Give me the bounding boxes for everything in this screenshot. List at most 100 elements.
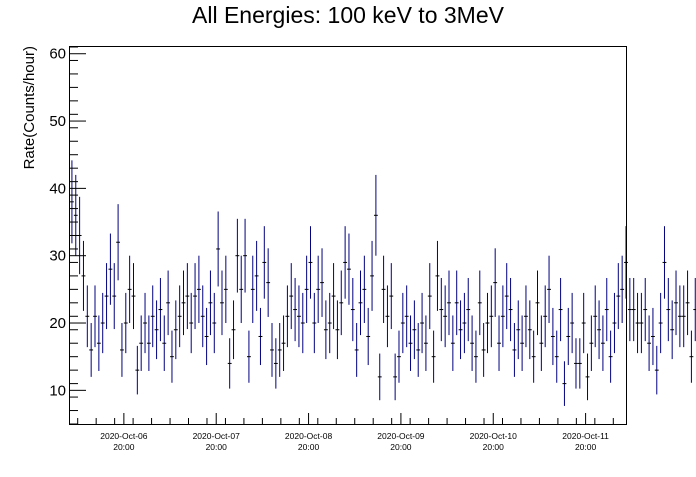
data-point — [96, 315, 101, 371]
data-point — [285, 285, 290, 348]
y-tick-label: 40 — [49, 180, 66, 197]
data-point — [362, 255, 367, 324]
data-point — [208, 270, 213, 336]
data-point — [412, 300, 417, 360]
x-tick-time: 20:00 — [483, 442, 505, 452]
data-point — [70, 160, 74, 244]
x-tick-time: 20:00 — [390, 442, 412, 452]
data-point — [593, 285, 598, 348]
data-point — [158, 277, 163, 342]
data-point — [104, 263, 109, 330]
data-point — [531, 330, 536, 383]
data-point — [331, 263, 336, 330]
data-point — [100, 292, 105, 354]
data-point — [150, 285, 155, 348]
x-tick-time: 20:00 — [113, 442, 135, 452]
data-point — [246, 330, 251, 383]
data-point — [635, 292, 640, 354]
data-point — [347, 233, 351, 305]
data-point — [631, 277, 636, 342]
data-point — [474, 330, 478, 383]
data-point — [500, 285, 505, 348]
data-point — [89, 323, 94, 377]
data-point — [400, 292, 405, 354]
data-point — [200, 285, 205, 348]
data-point — [435, 240, 440, 311]
data-point — [320, 248, 324, 317]
data-point — [585, 353, 590, 401]
data-point — [512, 323, 517, 377]
data-point — [666, 277, 671, 342]
data-point — [443, 285, 448, 348]
data-point — [112, 263, 117, 330]
data-point — [73, 174, 78, 256]
data-point — [477, 270, 482, 336]
data-point — [316, 255, 321, 324]
x-tick-date: 2020-Oct-09 — [377, 431, 425, 441]
data-point — [651, 307, 655, 366]
data-point — [608, 330, 613, 383]
data-point — [647, 315, 652, 371]
data-point — [85, 285, 90, 348]
data-point — [416, 323, 421, 377]
data-point — [604, 277, 609, 342]
data-point — [481, 323, 486, 377]
data-point — [404, 285, 409, 348]
data-point — [323, 300, 328, 360]
data-point — [216, 211, 221, 287]
data-point — [270, 323, 274, 377]
data-point — [458, 300, 463, 360]
x-tick-time: 20:00 — [298, 442, 320, 452]
data-point — [450, 315, 455, 371]
y-tick-label: 30 — [49, 248, 66, 265]
y-axis: 10 20 30 40 50 60 — [49, 46, 86, 425]
data-point — [366, 307, 371, 366]
data-point — [516, 300, 521, 360]
data-point — [389, 263, 394, 330]
data-point — [289, 263, 294, 330]
data-point — [254, 240, 259, 311]
data-point — [504, 263, 509, 330]
data-point — [189, 292, 194, 354]
data-point — [558, 277, 563, 342]
data-point — [562, 361, 567, 406]
data-point — [620, 255, 625, 324]
data-point — [493, 248, 498, 317]
data-point — [550, 307, 555, 366]
x-tick-date: 2020-Oct-06 — [100, 431, 148, 441]
x-tick-date: 2020-Oct-10 — [470, 431, 518, 441]
data-point — [397, 330, 401, 383]
chart-title: All Energies: 100 keV to 3MeV — [192, 2, 505, 28]
data-point — [670, 300, 675, 360]
data-point — [93, 285, 97, 348]
x-tick-date: 2020-Oct-11 — [562, 431, 609, 441]
x-tick-date: 2020-Oct-08 — [285, 431, 333, 441]
data-point — [262, 226, 267, 299]
data-point — [689, 330, 694, 383]
data-point — [139, 315, 144, 371]
data-point — [600, 315, 605, 371]
data-point — [447, 270, 451, 336]
data-point — [431, 330, 436, 383]
data-point — [127, 255, 132, 324]
data-point — [543, 285, 548, 348]
data-point — [439, 277, 444, 342]
data-point — [427, 263, 432, 330]
x-tick-time: 20:00 — [575, 442, 597, 452]
data-point — [547, 255, 551, 324]
data-point — [520, 315, 525, 371]
y-tick-label: 10 — [49, 382, 66, 399]
data-point — [643, 277, 648, 342]
data-point — [116, 204, 121, 281]
data-point — [312, 292, 317, 354]
data-point — [231, 300, 236, 360]
data-point — [358, 270, 363, 336]
data-point — [470, 315, 475, 371]
data-point — [293, 277, 298, 342]
data-point — [243, 218, 247, 293]
x-tick-time: 20:00 — [206, 442, 228, 452]
data-point — [277, 323, 282, 377]
data-point — [597, 300, 601, 360]
